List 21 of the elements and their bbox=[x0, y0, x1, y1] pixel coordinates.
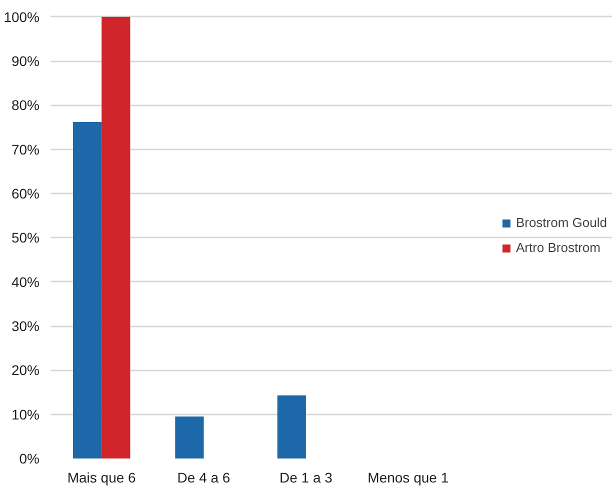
x-tick-label: Mais que 6 bbox=[67, 470, 136, 486]
legend-label: Artro Brostrom bbox=[516, 240, 600, 255]
y-tick-label: 90% bbox=[11, 53, 40, 70]
y-tick-label: 60% bbox=[11, 186, 40, 202]
y-tick-label: 40% bbox=[11, 274, 40, 290]
y-tick-label: 50% bbox=[11, 230, 40, 246]
y-tick-label: 20% bbox=[11, 362, 40, 378]
legend-label: Brostrom Gould bbox=[516, 215, 607, 230]
y-tick-label: 10% bbox=[11, 406, 40, 422]
x-tick-label: De 1 a 3 bbox=[279, 470, 333, 486]
y-tick-label: 100% bbox=[4, 8, 40, 25]
bar bbox=[277, 395, 306, 458]
y-tick-label: 30% bbox=[11, 318, 40, 334]
y-tick-label: 0% bbox=[19, 450, 40, 466]
x-tick-label: De 4 a 6 bbox=[177, 470, 230, 486]
bar bbox=[72, 122, 102, 458]
bar bbox=[102, 16, 130, 458]
y-tick-label: 70% bbox=[11, 141, 40, 158]
bar bbox=[175, 416, 204, 458]
x-tick-label: Menos que 1 bbox=[368, 470, 449, 486]
y-tick-label: 80% bbox=[11, 97, 40, 114]
